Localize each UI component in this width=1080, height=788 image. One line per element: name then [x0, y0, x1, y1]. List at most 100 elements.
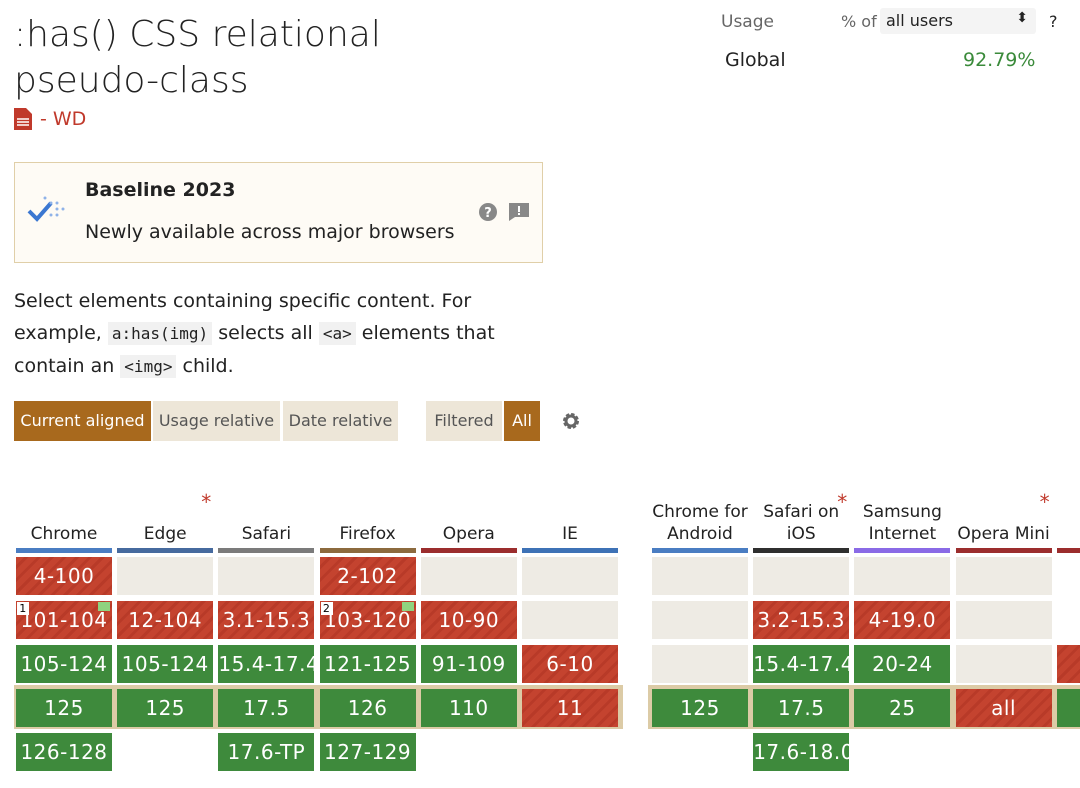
baseline-text: Newly available across major browsers [85, 221, 455, 243]
support-cell: 15.4-17.4 [753, 645, 853, 683]
usage-value: 92.79% [963, 49, 1036, 71]
support-cell: 11 [522, 689, 618, 727]
cell-note: 1 [17, 602, 29, 615]
browser-bar [218, 548, 315, 553]
support-cell: 12-104 [117, 601, 214, 639]
flag-icon [98, 602, 110, 611]
filter[interactable]: All [504, 401, 540, 441]
code: <a> [318, 322, 356, 345]
settings-icon[interactable] [561, 411, 581, 431]
baseline-title: Baseline 2023 [85, 179, 236, 201]
browser-bar [854, 548, 951, 553]
support-cell: 125 [16, 689, 112, 727]
support-cell: 110 [420, 689, 517, 727]
support-cell: 4-100 [16, 557, 112, 595]
desc-text: elements that contain an [14, 322, 495, 377]
browser-name: Opera Mini [957, 524, 1050, 544]
browser-bar [1057, 548, 1080, 553]
baseline-box: Baseline 2023 Newly available across maj… [14, 162, 543, 263]
filter[interactable]: Filtered [426, 401, 502, 441]
desc-text: child. [176, 355, 234, 377]
support-cell: 127-129 [319, 733, 416, 771]
browser-name: Samsung Internet [862, 502, 942, 544]
percent-of: % of [841, 12, 877, 31]
empty-cell [117, 557, 214, 595]
support-cell: 4-19.0 [854, 601, 951, 639]
empty-cell [955, 557, 1052, 595]
support-cell: 126 [319, 689, 416, 727]
support-cell: 17.6-TP [218, 733, 315, 771]
browser-bar [652, 548, 748, 553]
browser-bar [16, 548, 112, 553]
support-cell: 17.6-18.0 [753, 733, 853, 771]
support-cell: 125 [652, 689, 748, 727]
browser-name: Chrome for Android [652, 502, 748, 544]
empty-cell [652, 645, 748, 683]
user-select[interactable]: all users ⬍ [880, 8, 1036, 34]
tab[interactable]: Usage relative [153, 401, 280, 441]
browser-bar [420, 548, 517, 553]
baseline-icons[interactable]: ? [479, 202, 531, 222]
desc-text: Select elements containing specific cont… [14, 290, 472, 344]
support-cell: 10-90 [420, 601, 517, 639]
usage-help[interactable]: ? [1049, 12, 1058, 31]
browser-name: Firefox [339, 524, 396, 544]
code: a:has(img) [107, 322, 213, 345]
support-cell: 105-124 [117, 645, 214, 683]
browser-name: IE [562, 524, 578, 544]
browser-bar [319, 548, 416, 553]
browser-name: Safari [241, 524, 292, 544]
browser-bar [955, 548, 1052, 553]
empty-cell [522, 601, 618, 639]
partial-cell [1057, 689, 1080, 727]
support-cell: 25 [854, 689, 951, 727]
partial-cell [1057, 645, 1080, 683]
svg-text:?: ? [484, 206, 492, 221]
code: <img> [120, 355, 177, 378]
support-cell: 125 [117, 689, 214, 727]
support-cell: 126-128 [16, 733, 112, 771]
support-cell: 6-10 [522, 645, 618, 683]
empty-cell [652, 601, 748, 639]
baseline-icon [27, 196, 65, 222]
empty-cell [420, 557, 517, 595]
current-row [14, 685, 623, 729]
support-cell: 101-104 1 [16, 601, 112, 639]
empty-cell [854, 557, 951, 595]
empty-cell [955, 601, 1052, 639]
feature-title: :has() CSS relational pseudo-class [14, 14, 381, 101]
support-cell: 20-24 [854, 645, 951, 683]
browser-name: Opera [442, 524, 495, 544]
support-cell: 15.4-17.4 [218, 645, 319, 683]
support-cell: 105-124 [16, 645, 112, 683]
cell-note: 2 [320, 602, 333, 615]
spec-status[interactable]: - WD [40, 108, 87, 130]
support-cell: 3.2-15.3 [753, 601, 850, 639]
support-cell: 2-102 [319, 557, 416, 595]
empty-cell [218, 557, 315, 595]
browser-bar [117, 548, 214, 553]
desc-text: selects all [212, 322, 319, 344]
empty-cell [955, 645, 1052, 683]
empty-cell [652, 557, 748, 595]
flag-icon [401, 602, 414, 611]
tab[interactable]: Current aligned [14, 401, 151, 441]
support-cell: all [955, 689, 1052, 727]
empty-cell [522, 557, 618, 595]
browser-name: Edge [143, 524, 187, 544]
doc-icon [14, 108, 32, 130]
region: Global [725, 49, 786, 71]
support-cell: 103-120 2 [319, 601, 416, 639]
support-cell: 17.5 [753, 689, 850, 727]
description: Select elements containing specific cont… [14, 285, 534, 383]
browser-bar [753, 548, 850, 553]
usage-label: Usage [721, 12, 774, 32]
support-cell: 3.1-15.3 [218, 601, 315, 639]
browser-note: * [1039, 490, 1050, 514]
browser-note: * [837, 490, 848, 514]
support-cell: 91-109 [420, 645, 517, 683]
browser-name: Chrome [30, 524, 98, 544]
tab[interactable]: Date relative [283, 401, 398, 441]
support-cell: 121-125 [319, 645, 416, 683]
